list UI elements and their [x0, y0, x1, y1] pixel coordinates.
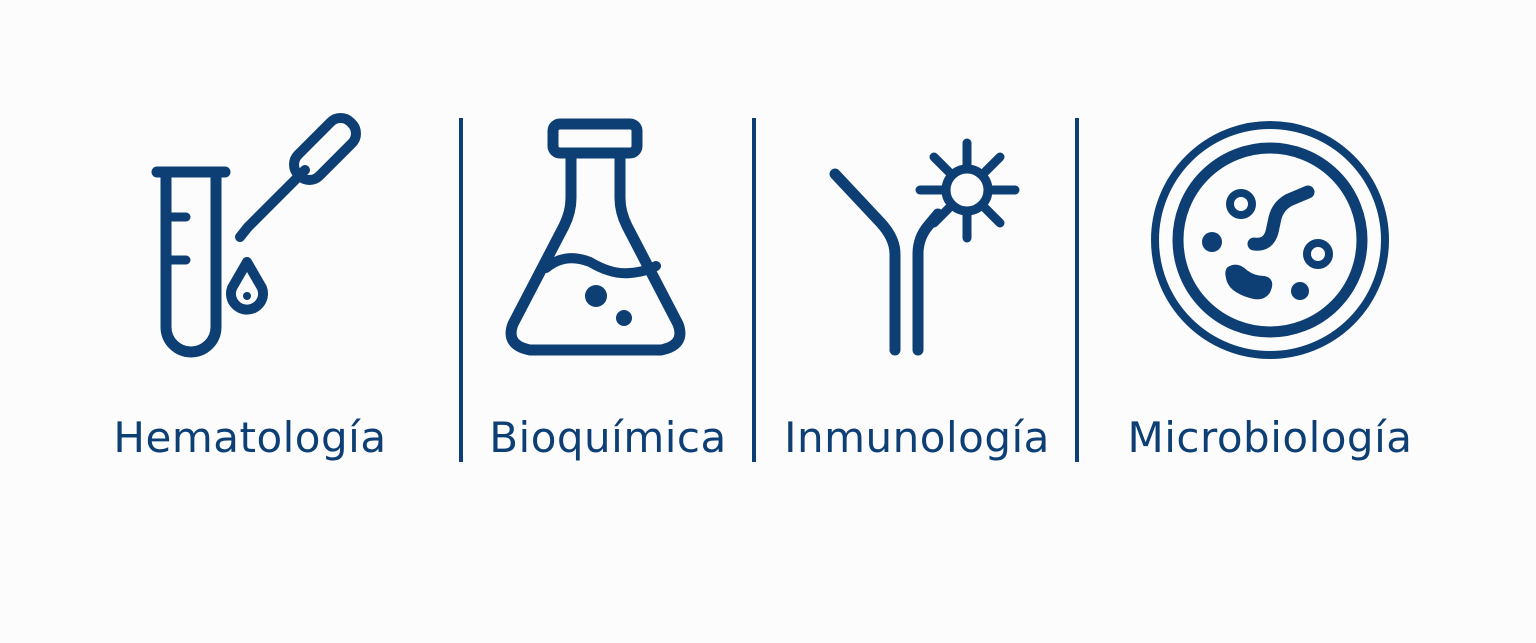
petri-dish-microbes-icon — [1151, 121, 1389, 359]
antigen-icon — [915, 138, 1020, 243]
antibody-antigen-icon — [829, 138, 1020, 356]
erlenmeyer-flask-icon — [505, 118, 686, 356]
drop-icon — [226, 257, 268, 315]
category-label-microbiologia: Microbiología — [1127, 413, 1413, 462]
category-label-bioquimica: Bioquímica — [489, 413, 727, 462]
test-tube-pipette-icon — [151, 113, 361, 358]
category-label-hematologia: Hematología — [113, 413, 387, 462]
antibody-icon — [829, 168, 944, 356]
pipette-icon — [235, 113, 361, 242]
category-label-inmunologia: Inmunología — [784, 413, 1050, 462]
test-tube-icon — [151, 166, 231, 358]
microbe-icon — [1202, 185, 1333, 300]
